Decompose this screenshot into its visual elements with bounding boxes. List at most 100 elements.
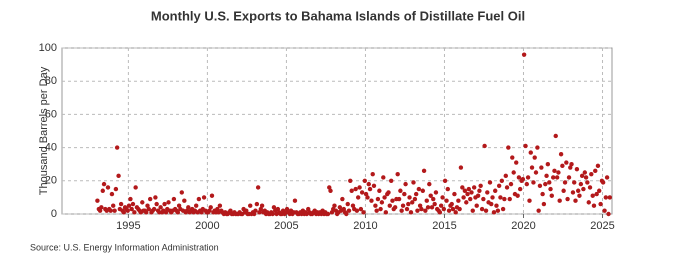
- point: [485, 190, 490, 195]
- point: [450, 206, 456, 212]
- point: [506, 145, 511, 150]
- point: [607, 195, 612, 200]
- point: [398, 188, 403, 193]
- point: [482, 143, 487, 149]
- point: [465, 191, 470, 197]
- point: [594, 191, 599, 197]
- point: [529, 165, 535, 170]
- point: [515, 193, 520, 198]
- point: [533, 170, 539, 175]
- x-tick-label: 2020: [511, 220, 535, 232]
- point: [215, 206, 220, 212]
- point: [95, 198, 100, 203]
- point: [145, 203, 150, 208]
- point: [254, 201, 260, 207]
- point: [479, 206, 485, 212]
- point: [325, 211, 331, 217]
- point: [367, 186, 373, 192]
- point: [332, 203, 337, 208]
- point: [441, 206, 447, 212]
- point: [344, 211, 349, 217]
- point: [535, 145, 540, 150]
- point: [146, 206, 151, 212]
- point: [199, 210, 204, 215]
- point: [97, 208, 103, 213]
- point: [593, 168, 598, 174]
- x-tick-label: 1995: [116, 220, 140, 232]
- point: [244, 208, 249, 213]
- point: [564, 160, 569, 165]
- point: [129, 206, 134, 212]
- point: [561, 188, 566, 193]
- chart-title: Monthly U.S. Exports to Bahama Islands o…: [151, 8, 525, 23]
- point: [570, 190, 576, 195]
- point: [511, 170, 516, 175]
- point: [387, 203, 392, 208]
- point: [573, 198, 578, 203]
- point: [328, 188, 333, 193]
- point: [359, 190, 365, 195]
- point: [292, 198, 298, 203]
- point: [208, 205, 213, 210]
- point: [151, 206, 157, 212]
- point: [423, 208, 428, 213]
- point: [421, 168, 427, 174]
- point: [587, 185, 593, 190]
- point: [445, 186, 450, 192]
- point: [596, 188, 602, 193]
- x-tick-label: 2005: [274, 220, 298, 232]
- point: [361, 210, 366, 215]
- point: [557, 198, 562, 203]
- y-tick-label: 0: [51, 208, 57, 220]
- y-tick-label: 100: [39, 42, 57, 54]
- point: [516, 175, 522, 180]
- point: [528, 150, 533, 155]
- point: [475, 193, 481, 198]
- point: [498, 195, 503, 200]
- point: [532, 155, 537, 160]
- point: [327, 185, 332, 190]
- point: [406, 201, 411, 207]
- point: [581, 186, 586, 192]
- point: [438, 203, 444, 208]
- point: [478, 183, 483, 188]
- point: [456, 198, 461, 203]
- point: [508, 181, 514, 187]
- point: [144, 210, 149, 215]
- point: [552, 168, 557, 174]
- point: [407, 195, 412, 200]
- point: [547, 180, 552, 185]
- point: [396, 196, 402, 202]
- point: [171, 196, 177, 202]
- point: [490, 195, 495, 200]
- point: [128, 196, 133, 202]
- point: [176, 203, 182, 208]
- point: [527, 198, 532, 203]
- point: [415, 208, 420, 213]
- point: [453, 210, 458, 215]
- point: [543, 181, 548, 187]
- point: [348, 178, 353, 183]
- point: [494, 203, 499, 208]
- point: [101, 181, 107, 187]
- y-tick-label: 40: [45, 142, 57, 154]
- point: [493, 188, 498, 193]
- point: [558, 152, 564, 157]
- point: [500, 206, 506, 212]
- point: [378, 206, 383, 212]
- point: [452, 191, 457, 197]
- point: [579, 173, 585, 179]
- point: [341, 206, 346, 212]
- point: [562, 180, 568, 185]
- point: [460, 185, 465, 190]
- point: [468, 196, 473, 202]
- point: [116, 173, 121, 179]
- point: [100, 188, 105, 193]
- point: [182, 198, 187, 203]
- point: [549, 193, 554, 198]
- point: [481, 196, 486, 202]
- point: [410, 200, 415, 205]
- point: [495, 208, 501, 213]
- point: [349, 188, 354, 193]
- y-tick-label: 80: [45, 75, 57, 87]
